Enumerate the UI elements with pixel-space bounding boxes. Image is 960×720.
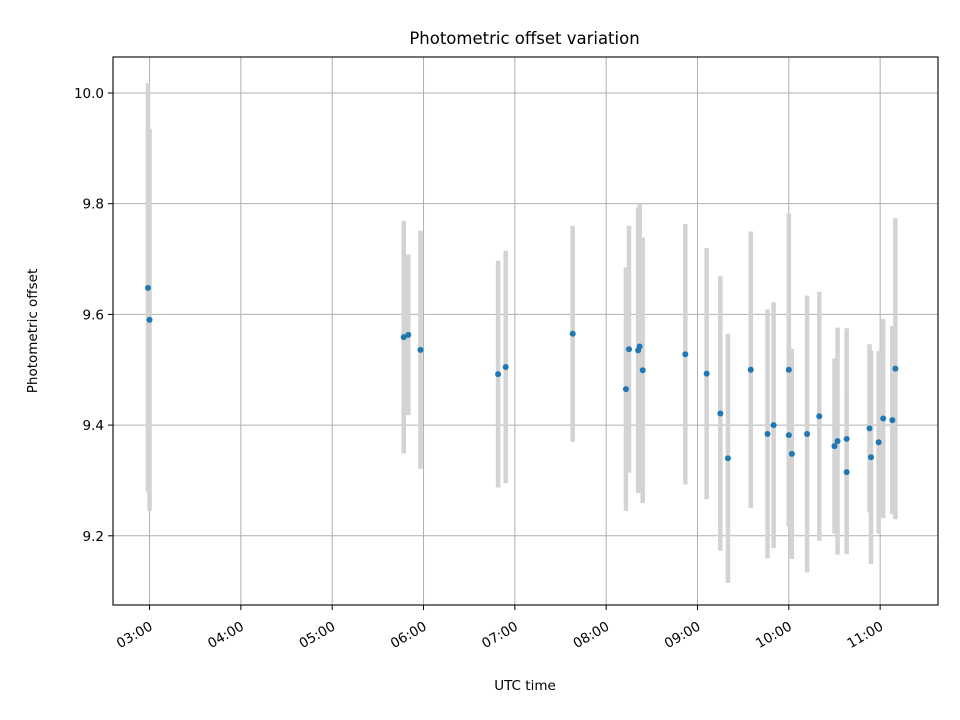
grid — [113, 57, 938, 605]
data-point — [785, 432, 792, 439]
y-tick-label: 9.2 — [83, 529, 104, 545]
data-point — [502, 363, 509, 370]
x-tick-label: 05:00 — [296, 619, 338, 652]
data-point — [889, 417, 896, 424]
x-axis-ticks: 03:00 04:00 05:00 06:00 07:00 08:00 09:00 10:00… — [114, 605, 886, 652]
data-point — [834, 438, 841, 445]
x-axis-label: UTC time — [494, 678, 556, 694]
plot-area-frame — [112, 56, 939, 606]
y-tick-label: 9.4 — [83, 418, 104, 434]
x-tick-label: 09:00 — [662, 619, 704, 652]
data-point — [770, 422, 777, 429]
data-point — [804, 430, 811, 437]
data-point — [682, 351, 689, 358]
data-point — [146, 316, 153, 323]
x-tick-label: 11:00 — [844, 619, 886, 652]
data-point — [495, 371, 502, 378]
x-tick-label: 08:00 — [570, 619, 612, 652]
x-tick-label: 03:00 — [114, 619, 156, 652]
data-point — [831, 443, 838, 450]
data-point — [866, 425, 873, 432]
x-tick-label: 04:00 — [205, 619, 247, 652]
y-tick-label: 10.0 — [74, 86, 104, 102]
data-point — [843, 435, 850, 442]
data-point — [785, 366, 792, 373]
data-point — [569, 330, 576, 337]
data-point — [626, 346, 633, 353]
x-tick-label: 07:00 — [479, 619, 521, 652]
data-point — [816, 413, 823, 420]
data-point — [400, 334, 407, 341]
data-point — [724, 455, 731, 462]
x-tick-label: 10:00 — [753, 619, 795, 652]
data-point — [145, 284, 152, 291]
data-point — [880, 415, 887, 422]
data-point — [405, 331, 412, 338]
data-point — [843, 469, 850, 476]
x-tick-label: 06:00 — [388, 619, 430, 652]
data-point — [764, 430, 771, 437]
data-point — [788, 450, 795, 457]
data-point — [417, 346, 424, 353]
data-point — [639, 367, 646, 374]
data-point — [875, 439, 882, 446]
y-tick-label: 9.6 — [83, 307, 104, 323]
data-point — [636, 343, 643, 350]
y-axis-label: Photometric offset — [25, 269, 41, 393]
data-point — [717, 410, 724, 417]
error-bars — [145, 83, 898, 583]
data-point — [892, 365, 899, 372]
chart-title: Photometric offset variation — [409, 29, 639, 48]
data-point — [747, 366, 754, 373]
data-point — [868, 454, 875, 461]
data-points — [145, 284, 899, 476]
data-point — [703, 370, 710, 377]
y-axis-ticks: 9.2 9.4 9.6 9.8 10.0 — [74, 86, 113, 545]
y-tick-label: 9.8 — [83, 197, 104, 213]
data-point — [622, 386, 629, 393]
